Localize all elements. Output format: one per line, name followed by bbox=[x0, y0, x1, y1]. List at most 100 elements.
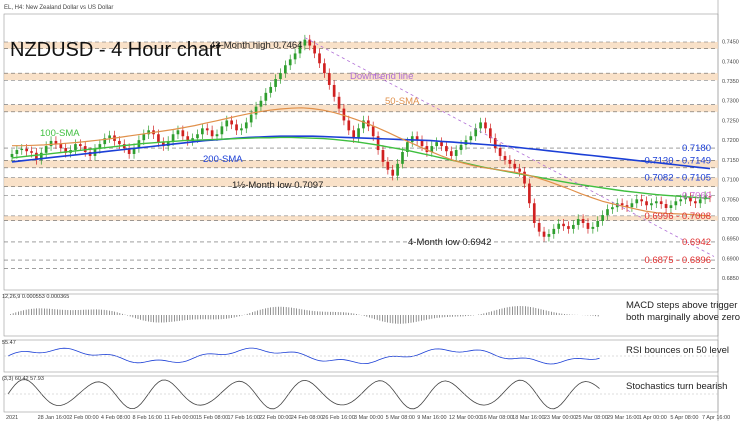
candle-body bbox=[313, 45, 316, 54]
candle-body bbox=[469, 136, 473, 141]
candle-body bbox=[449, 151, 453, 156]
candle-body bbox=[635, 199, 639, 204]
candle-body bbox=[654, 201, 658, 204]
candle-body bbox=[679, 199, 683, 202]
candle-body bbox=[630, 203, 634, 208]
candle-body bbox=[342, 108, 346, 121]
level-label: 0.6942 bbox=[682, 237, 711, 248]
rsi-caption: RSI bounces on 50 level bbox=[626, 345, 729, 356]
zone-band bbox=[4, 104, 718, 112]
stoch-line bbox=[7, 379, 600, 410]
candle-body bbox=[98, 144, 102, 149]
candle-body bbox=[445, 146, 448, 152]
candle-body bbox=[205, 128, 209, 131]
candle-body bbox=[288, 59, 292, 66]
candle-body bbox=[103, 138, 107, 145]
candle-body bbox=[586, 222, 590, 229]
candle-body bbox=[420, 140, 424, 147]
candle-body bbox=[210, 130, 214, 137]
candle-body bbox=[689, 197, 692, 202]
candle-body bbox=[142, 134, 146, 141]
candle-body bbox=[186, 136, 190, 141]
candle-body bbox=[684, 197, 687, 200]
candle-body bbox=[235, 124, 238, 131]
zone-band bbox=[4, 160, 718, 168]
level-label: 0.6996 - 0.7008 bbox=[644, 211, 711, 222]
candle-body bbox=[352, 130, 356, 139]
candle-body bbox=[430, 146, 434, 152]
x-tick-label: 2021 bbox=[6, 415, 18, 421]
candle-body bbox=[581, 219, 585, 223]
candle-body bbox=[513, 163, 517, 169]
x-tick-label: 26 Feb 16:00 bbox=[322, 415, 354, 421]
candle-body bbox=[264, 92, 268, 101]
macd-caption: MACD steps above trigger both marginally … bbox=[626, 300, 740, 323]
candle-body bbox=[694, 201, 697, 204]
x-tick-label: 5 Mar 08:00 bbox=[386, 415, 415, 421]
candle-body bbox=[108, 135, 111, 139]
candle-body bbox=[537, 222, 541, 232]
candle-body bbox=[396, 163, 399, 176]
candle-body bbox=[35, 152, 38, 160]
price-tick: 0.7150 bbox=[722, 158, 739, 164]
candle-body bbox=[611, 207, 614, 210]
candle-body bbox=[415, 136, 419, 141]
x-tick-label: 22 Feb 00:00 bbox=[259, 415, 291, 421]
candle-body bbox=[606, 209, 609, 216]
candle-body bbox=[274, 79, 277, 87]
candle-body bbox=[371, 126, 375, 137]
candle-body bbox=[571, 224, 575, 229]
candle-body bbox=[64, 148, 68, 153]
candle-body bbox=[318, 53, 321, 64]
candle-body bbox=[171, 134, 175, 141]
candle-body bbox=[489, 128, 492, 139]
price-tick: 0.6950 bbox=[722, 237, 739, 243]
candle-body bbox=[59, 144, 63, 149]
candle-body bbox=[640, 199, 644, 202]
candle-body bbox=[591, 226, 595, 229]
candle-body bbox=[708, 196, 712, 198]
candle-body bbox=[39, 152, 43, 160]
candle-body bbox=[567, 226, 570, 229]
chart-title: NZDUSD - 4 Hour chart bbox=[10, 39, 222, 61]
candle-body bbox=[327, 73, 331, 85]
candle-body bbox=[308, 39, 312, 46]
price-tick: 0.7350 bbox=[722, 79, 739, 85]
candle-body bbox=[323, 63, 326, 74]
x-tick-label: 4 Feb 08:00 bbox=[101, 415, 130, 421]
candle-body bbox=[201, 128, 204, 135]
x-tick-label: 16 Mar 08:00 bbox=[481, 415, 513, 421]
candle-body bbox=[386, 161, 390, 170]
candle-body bbox=[542, 231, 546, 237]
candle-body bbox=[303, 39, 307, 46]
candle-body bbox=[664, 204, 668, 208]
price-tick: 0.7450 bbox=[722, 40, 739, 46]
price-tick: 0.7200 bbox=[722, 138, 739, 144]
candle-body bbox=[176, 130, 180, 135]
candle-body bbox=[659, 201, 663, 205]
candle-body bbox=[474, 128, 478, 137]
zones bbox=[4, 41, 718, 269]
x-tick-label: 9 Mar 16:00 bbox=[417, 415, 446, 421]
macd-frame bbox=[3, 293, 719, 337]
stoch-caption: Stochastics turn bearish bbox=[626, 381, 727, 392]
downtrend-line bbox=[304, 37, 715, 257]
candle-body bbox=[332, 84, 336, 97]
candle-body bbox=[54, 140, 58, 145]
candle-body bbox=[30, 151, 33, 153]
x-tick-label: 7 Apr 16:00 bbox=[702, 415, 730, 421]
candle-body bbox=[523, 171, 526, 184]
candle-body bbox=[181, 130, 185, 137]
candle-body bbox=[127, 148, 131, 154]
x-tick-label: 18 Mar 16:00 bbox=[512, 415, 544, 421]
candle-body bbox=[249, 114, 253, 123]
candle-body bbox=[279, 73, 282, 80]
candle-body bbox=[166, 140, 170, 147]
level-label: 0.7060 bbox=[682, 190, 711, 201]
candle-body bbox=[147, 130, 151, 135]
rsi-panel: RSI bounces on 50 level bbox=[3, 339, 729, 373]
candle-body bbox=[118, 140, 121, 145]
